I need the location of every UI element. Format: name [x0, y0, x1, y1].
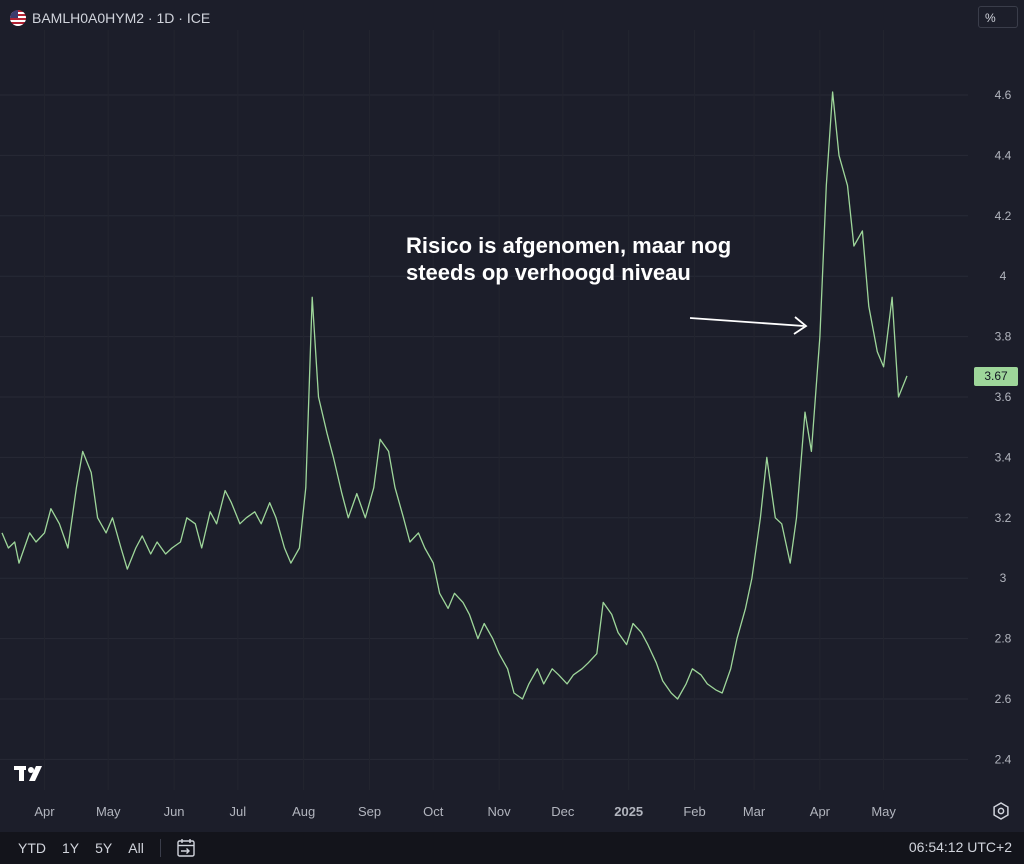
y-tick-label: 3: [1000, 571, 1007, 585]
y-tick-label: 2.4: [995, 752, 1012, 766]
x-tick-label: Aug: [292, 804, 315, 819]
calendar-goto-icon[interactable]: [175, 837, 197, 859]
tradingview-logo-icon[interactable]: [14, 762, 48, 784]
x-tick-label: Nov: [488, 804, 512, 819]
y-tick-label: 3.8: [995, 330, 1012, 344]
grid-lines: [0, 30, 968, 790]
x-tick-label: Feb: [683, 804, 705, 819]
range-button-5y[interactable]: 5Y: [95, 840, 113, 856]
x-tick-label: May: [871, 804, 896, 819]
y-tick-label: 4.4: [995, 148, 1012, 162]
series-line: [1, 91, 908, 700]
x-tick-label: Sep: [358, 804, 381, 819]
x-tick-label: Oct: [423, 804, 444, 819]
y-tick-label: 3.2: [995, 511, 1012, 525]
range-button-1y[interactable]: 1Y: [62, 840, 80, 856]
bottom-toolbar: YTD 1Y 5Y All 06:54:12 UTC+2: [0, 832, 1024, 864]
x-tick-label: Mar: [743, 804, 766, 819]
x-tick-label: May: [96, 804, 121, 819]
y-tick-label: 2.8: [995, 632, 1012, 646]
price-chart[interactable]: 2.4 2.6 2.8 3 3.2 3.4 3.6 3.8 4 4.2 4.4 4.6 Apr May J…: [0, 0, 1024, 832]
chart-annotation: Risico is afgenomen, maar nog steeds op …: [406, 232, 731, 286]
last-price-label: 3.67: [974, 367, 1018, 386]
toolbar-divider: [159, 839, 161, 857]
y-tick-label: 4.2: [995, 209, 1012, 223]
y-tick-label: 4.6: [995, 88, 1012, 102]
range-button-all[interactable]: All: [128, 840, 144, 856]
unit-selector[interactable]: %: [978, 6, 1018, 28]
x-axis[interactable]: Apr May Jun Jul Aug Sep Oct Nov Dec 2025 Feb Mar Apr…: [34, 804, 896, 819]
y-tick-label: 2.6: [995, 692, 1012, 706]
x-tick-label: Jun: [164, 804, 185, 819]
annotation-arrow: [689, 316, 808, 335]
y-tick-label: 4: [1000, 269, 1007, 283]
symbol-title: BAMLH0A0HYM2 · 1D · ICE: [32, 10, 211, 26]
range-button-ytd[interactable]: YTD: [18, 840, 46, 856]
x-tick-label: Jul: [229, 804, 246, 819]
x-tick-label: 2025: [614, 804, 643, 819]
x-tick-label: Dec: [551, 804, 575, 819]
x-tick-label: Apr: [810, 804, 831, 819]
y-axis[interactable]: 2.4 2.6 2.8 3 3.2 3.4 3.6 3.8 4 4.2 4.4 4.6: [995, 88, 1012, 766]
us-flag-icon: [10, 10, 26, 26]
annotation-line-2: steeds op verhoogd niveau: [406, 260, 691, 285]
annotation-line-1: Risico is afgenomen, maar nog: [406, 233, 732, 258]
y-tick-label: 3.6: [995, 390, 1012, 404]
gear-icon[interactable]: [992, 802, 1010, 820]
clock[interactable]: 06:54:12 UTC+2: [908, 839, 1012, 855]
y-tick-label: 3.4: [995, 450, 1012, 464]
symbol-header[interactable]: BAMLH0A0HYM2 · 1D · ICE: [10, 8, 210, 28]
x-tick-label: Apr: [34, 804, 55, 819]
